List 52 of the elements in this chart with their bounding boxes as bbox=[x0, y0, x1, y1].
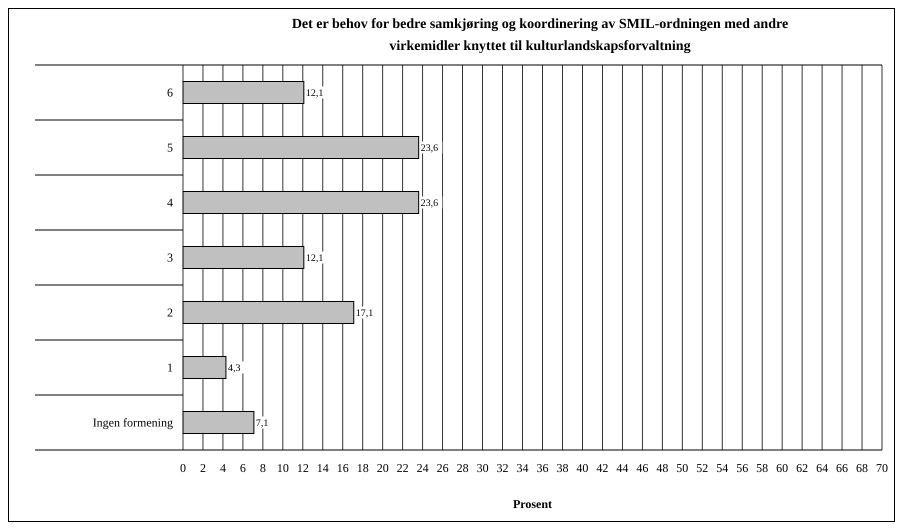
x-tick-label: 24 bbox=[416, 461, 429, 475]
data-label: 12,1 bbox=[306, 88, 324, 99]
x-tick-label: 36 bbox=[536, 461, 548, 475]
y-tick-label: 5 bbox=[167, 140, 173, 155]
data-label: 23,6 bbox=[420, 198, 438, 209]
data-label: 12,1 bbox=[306, 253, 324, 264]
x-tick-label: 54 bbox=[716, 461, 728, 475]
data-label: 7,1 bbox=[256, 418, 268, 429]
x-tick-label: 58 bbox=[756, 461, 768, 475]
x-tick-label: 42 bbox=[596, 461, 608, 475]
x-tick-label: 40 bbox=[576, 461, 588, 475]
x-tick-label: 38 bbox=[556, 461, 568, 475]
x-tick-label: 30 bbox=[476, 461, 489, 475]
x-tick-label: 28 bbox=[456, 461, 469, 475]
x-tick-label: 16 bbox=[336, 461, 349, 475]
y-tick-label: 3 bbox=[167, 250, 173, 265]
x-tick-label: 20 bbox=[376, 461, 389, 475]
x-tick-label: 60 bbox=[776, 461, 788, 475]
x-tick-label: 8 bbox=[260, 461, 266, 475]
chart-title: Det er behov for bedre samkjøring og koordinering av SMIL-ordningen med andre virkemidler knyttet til kulturlandskapsforvaltning bbox=[292, 17, 788, 54]
x-tick-label: 44 bbox=[616, 461, 628, 475]
data-label: 23,6 bbox=[420, 143, 438, 154]
x-tick-label: 70 bbox=[876, 461, 888, 475]
x-tick-label: 66 bbox=[836, 461, 848, 475]
x-tick-label: 6 bbox=[240, 461, 246, 475]
y-tick-label: 2 bbox=[167, 306, 173, 320]
x-tick-label: 48 bbox=[656, 461, 668, 475]
x-tick-label: 0 bbox=[180, 461, 186, 475]
data-label: 17,1 bbox=[356, 308, 374, 319]
x-tick-label: 62 bbox=[796, 461, 808, 475]
x-tick-label: 26 bbox=[436, 461, 449, 475]
x-tick-label: 10 bbox=[276, 461, 289, 475]
x-tick-label: 14 bbox=[316, 461, 329, 475]
x-tick-label: 12 bbox=[296, 461, 309, 475]
x-tick-label: 18 bbox=[356, 461, 369, 475]
x-tick-label: 46 bbox=[636, 461, 648, 475]
x-tick-label: 2 bbox=[200, 461, 206, 475]
x-tick-label: 4 bbox=[220, 461, 226, 475]
x-tick-label: 32 bbox=[496, 461, 509, 475]
y-tick-label: 4 bbox=[167, 196, 173, 210]
x-axis-title: Prosent bbox=[512, 497, 552, 511]
y-tick-label: 6 bbox=[167, 86, 173, 100]
y-tick-label: Ingen formening bbox=[92, 416, 173, 430]
data-label: 4,3 bbox=[228, 363, 240, 374]
x-tick-label: 50 bbox=[676, 461, 688, 475]
x-tick-label: 64 bbox=[816, 461, 828, 475]
x-tick-label: 68 bbox=[856, 461, 868, 475]
x-tick-label: 52 bbox=[696, 461, 708, 475]
x-tick-label: 56 bbox=[736, 461, 748, 475]
x-tick-label: 22 bbox=[396, 461, 409, 475]
y-tick-label: 1 bbox=[167, 360, 173, 375]
x-tick-label: 34 bbox=[516, 461, 529, 475]
